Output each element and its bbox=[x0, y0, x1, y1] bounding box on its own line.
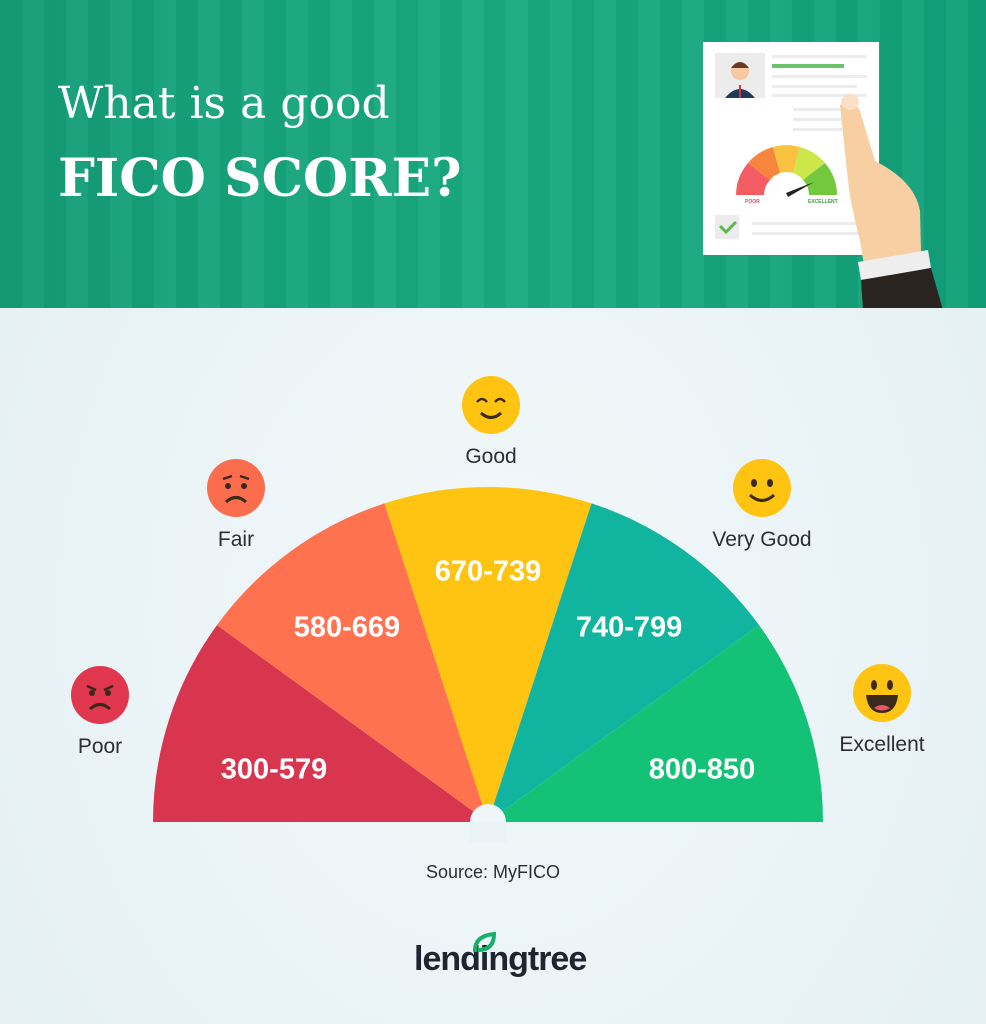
checkmark-icon bbox=[718, 220, 738, 235]
credit-report-illustration: POOR EXCELLENT bbox=[703, 42, 943, 308]
category-label: Poor bbox=[77, 735, 123, 758]
category-label: Fair bbox=[217, 528, 255, 551]
gauge-excellent-label: EXCELLENT bbox=[808, 199, 838, 205]
grin-face-icon bbox=[853, 664, 911, 722]
gauge-poor-label: POOR bbox=[745, 199, 760, 205]
leaf-icon bbox=[472, 932, 496, 953]
range-label: 670-739 bbox=[434, 555, 542, 588]
category-label: Excellent bbox=[839, 733, 925, 756]
gauge-segment-poor bbox=[153, 625, 488, 822]
logo-text: lendingtree bbox=[414, 940, 587, 978]
category-label: Very Good bbox=[712, 528, 812, 551]
gauge-segment-excellent bbox=[488, 625, 824, 822]
frown-face-icon bbox=[207, 459, 265, 517]
range-label: 800-850 bbox=[648, 753, 756, 786]
gauge-segment-fair bbox=[216, 503, 488, 822]
category-label: Good bbox=[465, 445, 517, 468]
title-line-2: FICO SCORE? bbox=[58, 148, 462, 209]
gauge-segment-good bbox=[384, 487, 592, 822]
gauge-segment-very-good bbox=[488, 503, 760, 822]
lendingtree-logo: lendingtree bbox=[414, 932, 587, 979]
range-label: 580-669 bbox=[293, 611, 401, 644]
range-label: 300-579 bbox=[220, 753, 328, 786]
smile-face-icon bbox=[462, 376, 520, 434]
angry-face-icon bbox=[71, 666, 129, 724]
title-line-1: What is a good bbox=[58, 78, 390, 129]
header-banner: What is a good FICO SCORE? POOR EXCELLEN… bbox=[0, 0, 986, 308]
range-label: 740-799 bbox=[575, 611, 683, 644]
source-note: Source: MyFICO bbox=[425, 862, 561, 882]
smile-face-icon bbox=[733, 459, 791, 517]
